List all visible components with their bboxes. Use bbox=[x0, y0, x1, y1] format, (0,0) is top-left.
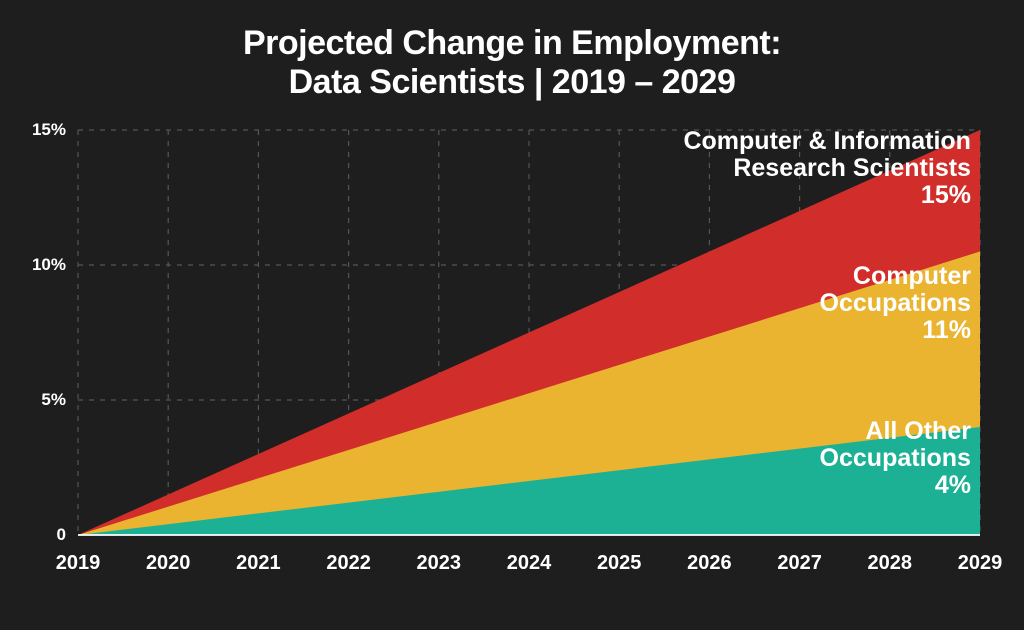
x-tick-label: 2029 bbox=[958, 552, 1003, 574]
series-label: Computer & InformationResearch Scientist… bbox=[683, 127, 971, 209]
x-tick-label: 2019 bbox=[56, 552, 101, 574]
y-tick-label: 5% bbox=[41, 390, 66, 409]
x-tick-label: 2026 bbox=[687, 552, 732, 574]
x-tick-label: 2024 bbox=[507, 552, 552, 574]
x-tick-label: 2027 bbox=[777, 552, 822, 574]
x-tick-label: 2025 bbox=[597, 552, 642, 574]
x-tick-label: 2020 bbox=[146, 552, 191, 574]
x-tick-label: 2028 bbox=[868, 552, 913, 574]
area-chart: 0 5% 10% 15% 2019 2020 2021 2022 2023 2024 2025 202… bbox=[0, 0, 1024, 630]
x-tick-label: 2021 bbox=[236, 552, 281, 574]
y-tick-label: 10% bbox=[32, 255, 66, 274]
y-tick-label: 15% bbox=[32, 120, 66, 139]
chart-container: Projected Change in Employment: Data Sci… bbox=[0, 0, 1024, 630]
y-tick-label: 0 bbox=[57, 525, 66, 544]
x-tick-label: 2022 bbox=[326, 552, 371, 574]
x-tick-label: 2023 bbox=[417, 552, 462, 574]
